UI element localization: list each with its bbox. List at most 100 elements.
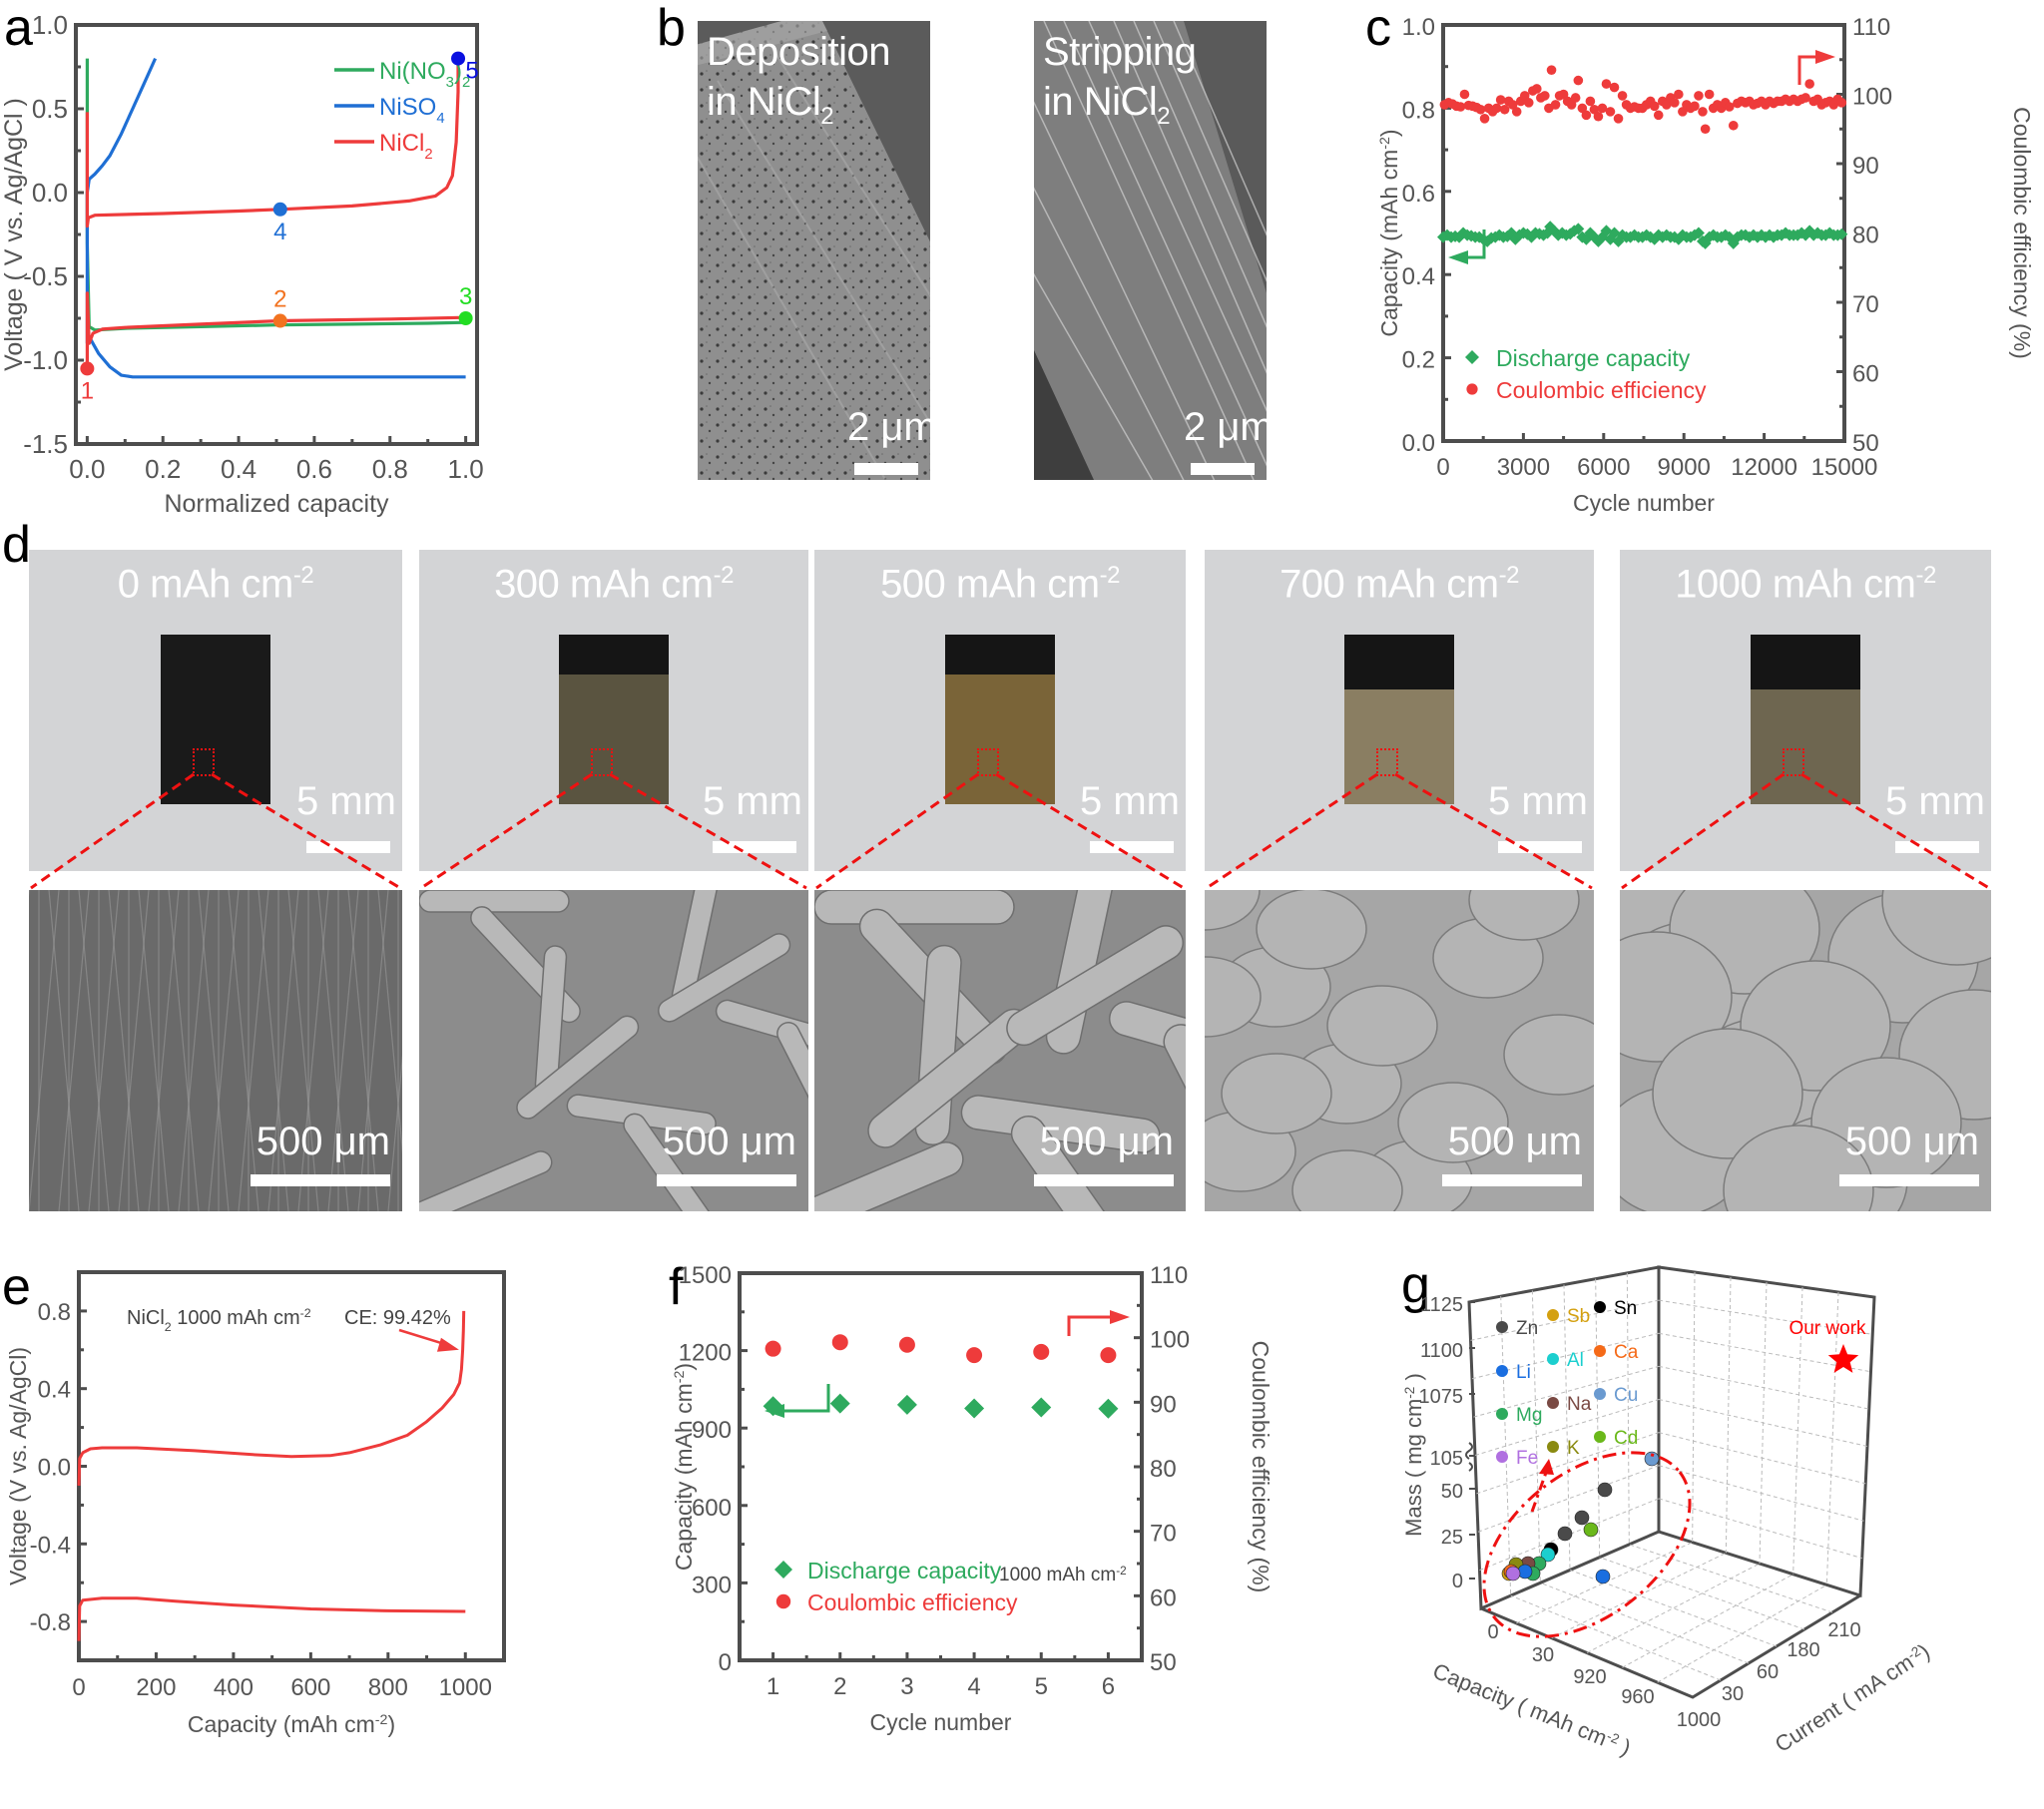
- y-tick-label: 1200: [679, 1340, 732, 1367]
- x-tick-label: 920: [1573, 1666, 1606, 1688]
- legend-label: Coulombic efficiency: [1496, 377, 1707, 403]
- capacity-text: 0 mAh cm: [117, 562, 294, 607]
- x-tick-label: 30: [1532, 1644, 1554, 1666]
- data-point-ce: [898, 1336, 915, 1353]
- text-part: Current ( mA cm: [1771, 1649, 1918, 1757]
- z-tick-label: 1100: [1420, 1340, 1463, 1362]
- data-point-ce: [1690, 101, 1700, 112]
- sem-texture: [1620, 890, 1991, 1211]
- data-point-capacity: [1572, 223, 1585, 235]
- data-point-ce: [1507, 100, 1518, 110]
- y-tick-label: 0.0: [32, 178, 68, 208]
- data-point-capacity: [1727, 236, 1740, 249]
- photo-scale-bar: [1895, 841, 1979, 853]
- legend-label-fe: Fe: [1516, 1448, 1538, 1469]
- x-axis-label: Cycle number: [1573, 490, 1715, 516]
- text-part: Ni(NO: [379, 58, 446, 85]
- text-part: -2: [300, 1306, 311, 1320]
- sample-sem-image: 500 μm: [29, 890, 402, 1211]
- panel-letter-c: c: [1365, 0, 1391, 57]
- y-axis-label: Voltage ( V vs. Ag/AgCl ): [0, 98, 28, 371]
- x-tick-label: 0: [1436, 454, 1449, 481]
- sem-texture: [1205, 890, 1594, 1211]
- y-tick-label: -0.5: [23, 261, 68, 291]
- legend-label-sb: Sb: [1567, 1306, 1590, 1327]
- text-part: 4: [436, 111, 444, 127]
- point-label-3: 3: [459, 283, 472, 310]
- point-marker-2: [272, 313, 287, 328]
- data-point-capacity: [1703, 230, 1716, 243]
- data-point-capacity: [1473, 230, 1486, 243]
- data-point-ce: [1605, 107, 1616, 117]
- photo-scale-label: 5 mm: [703, 779, 802, 823]
- text-part: -2: [1377, 137, 1393, 150]
- y2-tick-label: 110: [1852, 14, 1890, 41]
- data-point-ce: [1459, 89, 1470, 100]
- legend-label-li: Li: [1516, 1362, 1531, 1383]
- y2-tick-label: 70: [1852, 291, 1879, 318]
- chart-g-3d-comparison: 1125110010751055025003092096010003060180…: [1401, 1265, 1934, 1760]
- text-part: -2: [1402, 1387, 1417, 1399]
- uncoated-cloth-top: [1344, 635, 1454, 689]
- chart-a-voltage-profiles: 0.0 0.2 0.4 0.6 0.8 1.0 -1.5 -1.0 -0.5 0.0 0.5 1.0 N…: [0, 10, 484, 518]
- legend-label-na: Na: [1567, 1394, 1592, 1415]
- legend-label: Discharge capacity: [807, 1558, 1002, 1583]
- data-point-capacity: [1521, 227, 1534, 240]
- y2-axis-label: Coulombic efficiency (%): [1248, 1341, 1274, 1593]
- y-tick-label: -0.8: [30, 1609, 71, 1636]
- data-point-ce: [1540, 91, 1550, 101]
- data-point-ce: [1475, 104, 1486, 115]
- x-tick-label: 1: [766, 1673, 779, 1700]
- data-point-capacity: [1660, 228, 1673, 241]
- legend-dot-sn: [1594, 1301, 1606, 1313]
- legend-label: Coulombic efficiency: [807, 1589, 1018, 1615]
- legend-marker: [774, 1561, 792, 1579]
- data-point-capacity: [1636, 230, 1649, 243]
- data-sphere-fe: [1505, 1566, 1521, 1582]
- legend-dot-li: [1496, 1365, 1508, 1377]
- x-tick-label: 9000: [1658, 454, 1711, 481]
- x-tick-label: 3000: [1497, 454, 1550, 481]
- capacity-exponent: -2: [713, 562, 735, 589]
- ellipse-arrow-head-icon: [1539, 1459, 1554, 1475]
- text-part: Capacity (mAh cm: [1377, 150, 1402, 337]
- panel-letter-d: d: [2, 516, 31, 574]
- data-point-capacity: [763, 1396, 783, 1417]
- data-point-capacity: [1731, 230, 1744, 243]
- sem-deposition-image: Deposition in NiCl2 2 μm: [698, 21, 930, 480]
- y2-tick-label: 60: [1150, 1584, 1177, 1611]
- capacity-exponent: -2: [292, 562, 314, 589]
- sem-scale-bar: [251, 1174, 390, 1186]
- point-marker-1: [80, 361, 95, 376]
- uncoated-cloth-top: [559, 635, 669, 675]
- data-point-ce: [1804, 79, 1814, 89]
- legend-label: Ni(NO3)2: [379, 58, 470, 91]
- sem-deposition-scale-label: 2 μm: [847, 405, 930, 449]
- data-point-ce: [1728, 120, 1739, 131]
- data-point-capacity: [1441, 228, 1454, 241]
- sem-scale-label: 500 μm: [256, 1120, 390, 1163]
- panel-letter-b: b: [657, 0, 686, 57]
- data-point-ce: [1570, 93, 1581, 103]
- data-point-ce: [1836, 98, 1847, 108]
- data-sphere-zn: [1597, 1482, 1613, 1498]
- y-tick-label: 0.6: [1402, 181, 1435, 208]
- data-point-ce: [1613, 114, 1624, 124]
- data-point-capacity: [1584, 226, 1597, 239]
- series-line-NiCl2: [85, 58, 460, 228]
- data-point-ce: [1589, 104, 1600, 115]
- capacity-text: 700 mAh cm: [1279, 562, 1499, 607]
- data-point-ce: [1033, 1343, 1050, 1360]
- title-line-1: Stripping: [1043, 30, 1197, 74]
- grid-line: [1792, 1286, 1803, 1575]
- data-point-ce: [1593, 111, 1604, 122]
- data-point-ce: [1566, 100, 1577, 110]
- data-point-ce: [1597, 103, 1608, 114]
- y-tick-label: 210: [1827, 1619, 1860, 1641]
- data-sphere-al: [1540, 1547, 1556, 1563]
- title-line-2: in NiCl: [1043, 80, 1158, 124]
- text-part: Mass ( mg cm: [1401, 1399, 1426, 1537]
- data-point-capacity: [1568, 225, 1581, 237]
- legend-marker: [1466, 383, 1478, 395]
- legend-marker: [1465, 350, 1479, 364]
